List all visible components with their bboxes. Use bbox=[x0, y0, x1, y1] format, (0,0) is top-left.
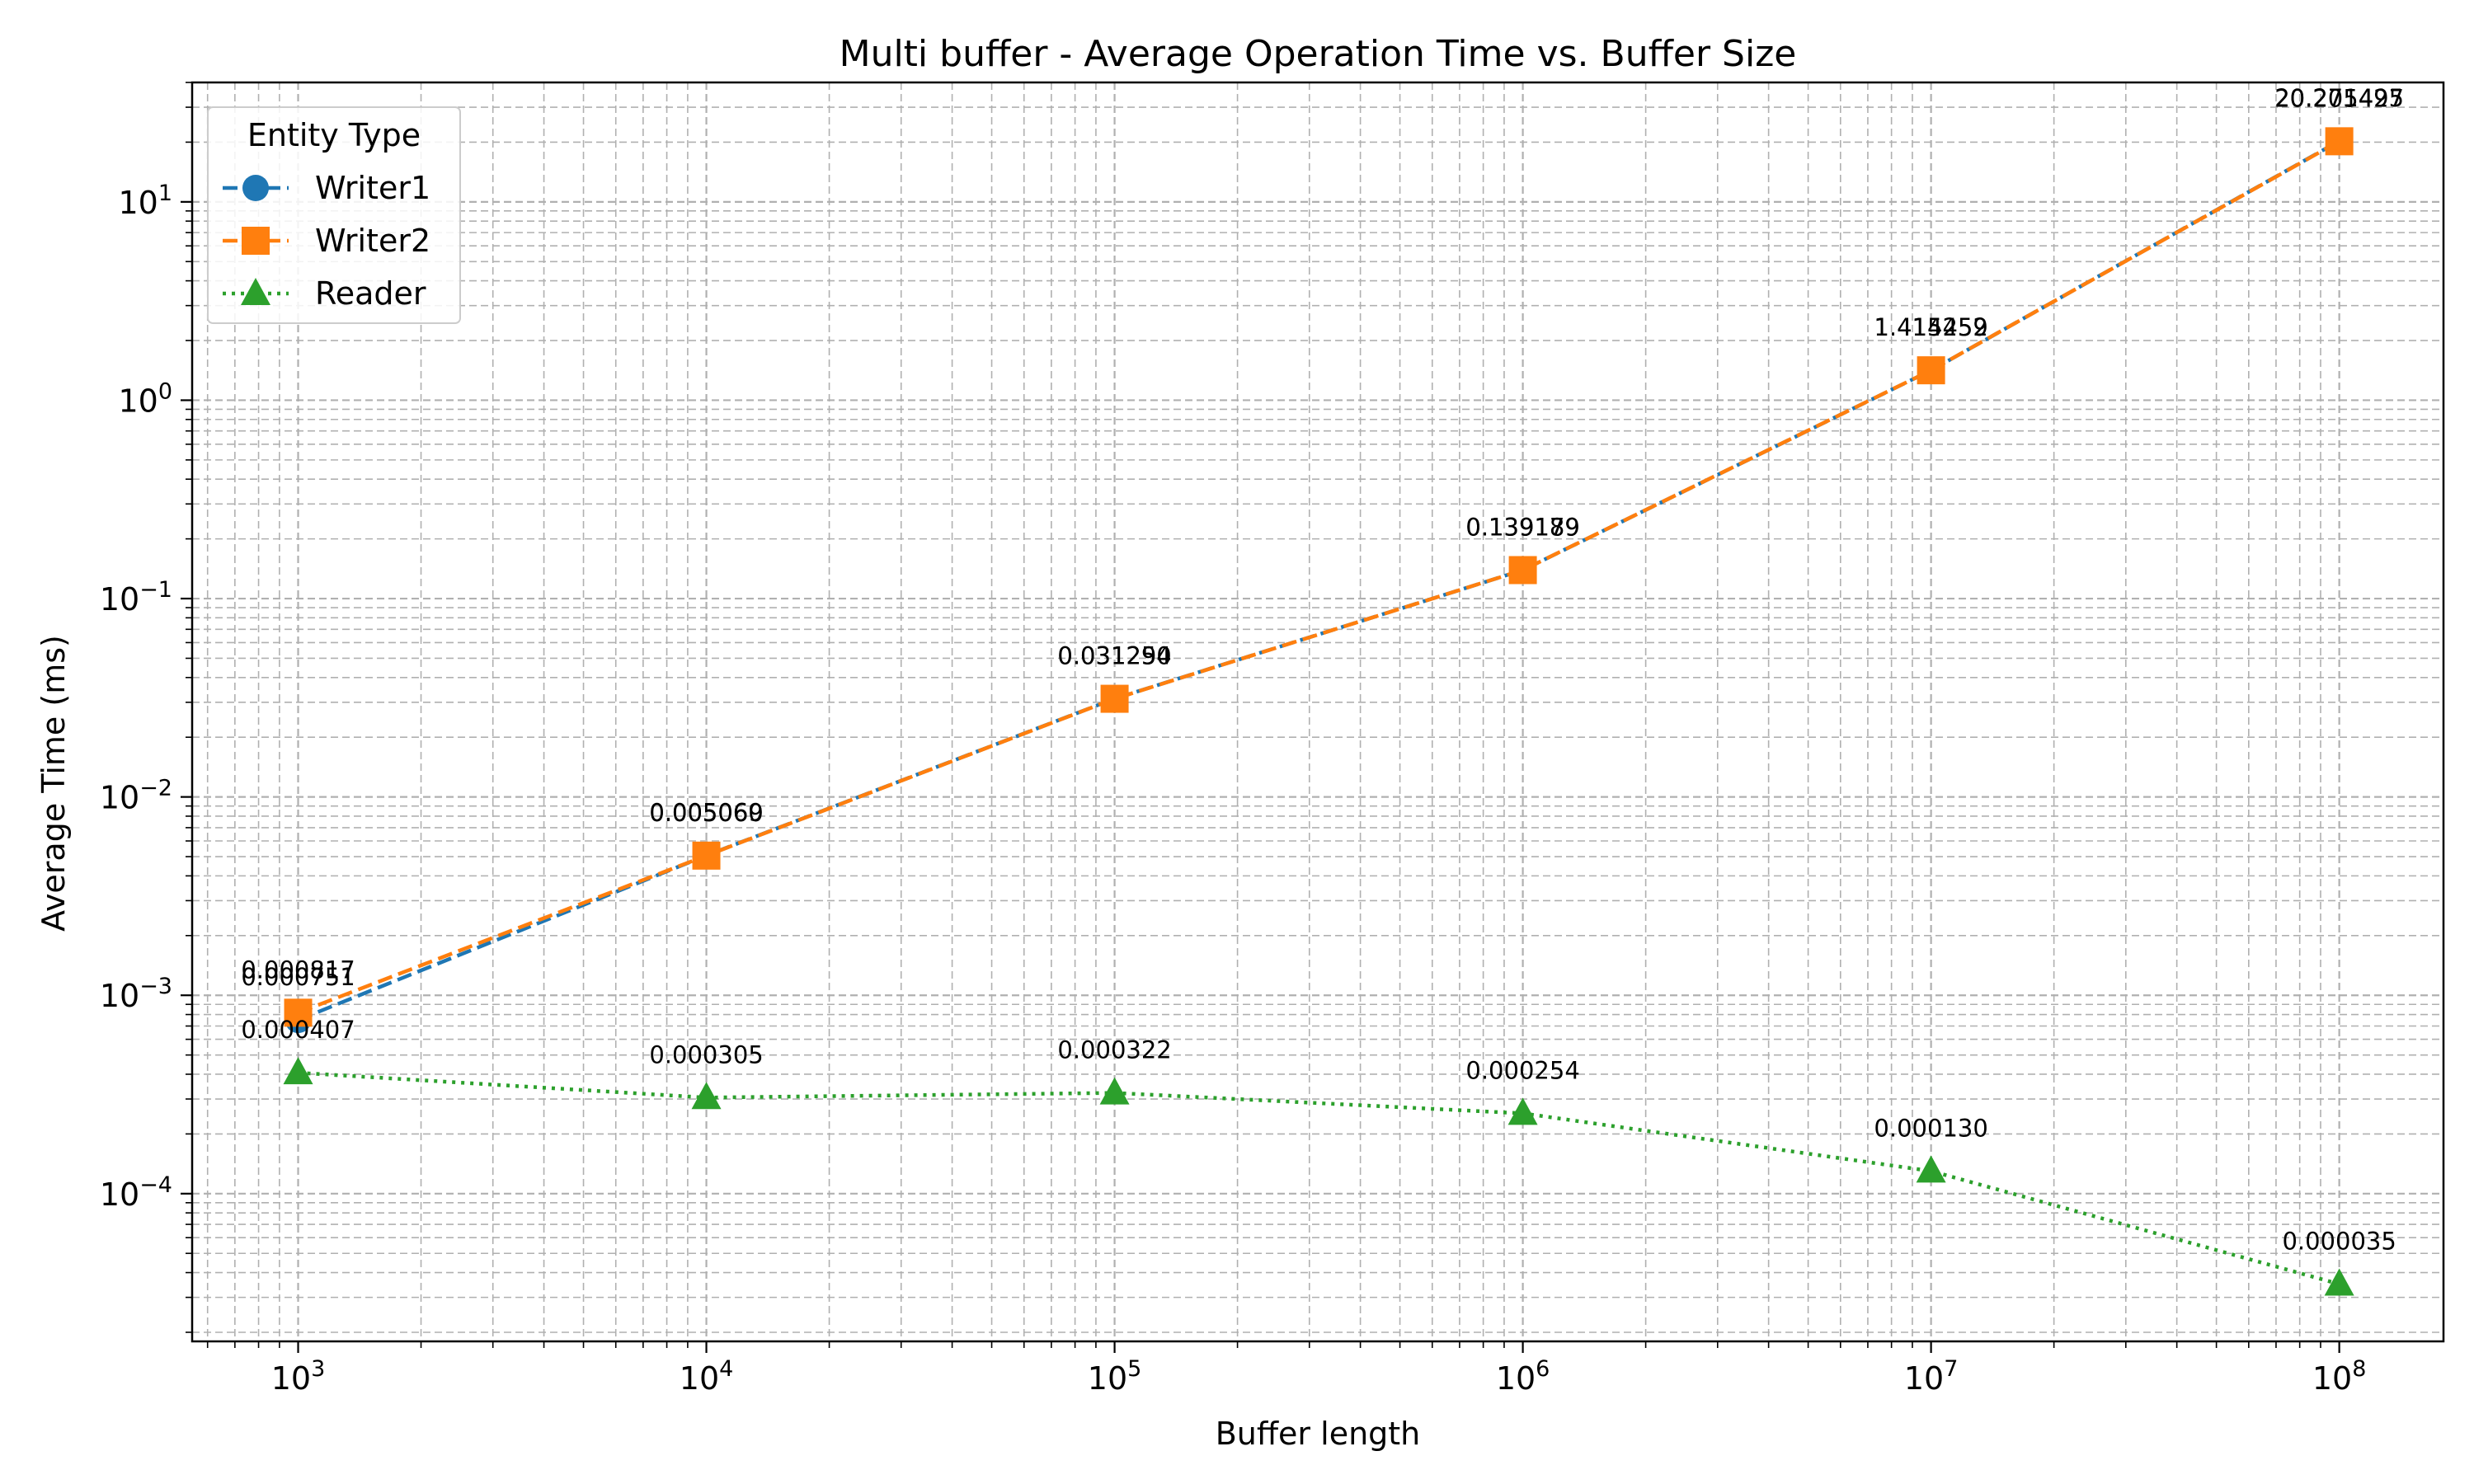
y-tick-label-exponent: −4 bbox=[139, 1172, 172, 1198]
series-line-writer2 bbox=[297, 139, 2340, 1015]
x-tick-label-exponent: 6 bbox=[1536, 1356, 1550, 1382]
data-point-reader bbox=[2324, 1268, 2354, 1296]
x-tick-label: 108 bbox=[2312, 1356, 2367, 1397]
data-label-writer2: 1.415459 bbox=[1874, 313, 1987, 341]
x-tick-label-base: 10 bbox=[2312, 1360, 2352, 1397]
x-tick-label: 105 bbox=[1088, 1356, 1142, 1397]
x-axis-label: Buffer length bbox=[1216, 1416, 1421, 1452]
data-label-writer1: 20.271495 bbox=[2274, 84, 2404, 112]
x-tick-label-exponent: 5 bbox=[1127, 1356, 1141, 1382]
data-point-reader bbox=[1099, 1077, 1130, 1105]
y-tick-label: 10−1 bbox=[100, 577, 172, 618]
data-label-writer2: 20.205427 bbox=[2274, 84, 2404, 112]
y-tick-label: 10−4 bbox=[100, 1172, 172, 1213]
y-tick-label-base: 10 bbox=[100, 978, 139, 1014]
data-point-writer2 bbox=[1508, 556, 1537, 585]
legend-marker-reader bbox=[241, 278, 270, 305]
legend: Entity Type Writer1 Writer2 Reader bbox=[207, 106, 461, 324]
legend-box bbox=[207, 106, 461, 324]
data-label-writer1: 0.005069 bbox=[649, 799, 763, 827]
y-axis-label: Average Time (ms) bbox=[35, 635, 72, 932]
data-point-writer2 bbox=[692, 841, 721, 870]
y-tick-label-base: 10 bbox=[100, 1176, 139, 1213]
data-label-writer1: 0.139179 bbox=[1465, 513, 1579, 541]
y-tick-label: 101 bbox=[118, 181, 172, 221]
data-point-writer2 bbox=[1917, 356, 1945, 385]
y-tick-label-base: 10 bbox=[100, 581, 139, 618]
y-tick-label: 10−2 bbox=[100, 776, 172, 816]
legend-label-writer1: Writer1 bbox=[315, 170, 430, 206]
data-label-writer1: 1.414252 bbox=[1874, 313, 1987, 341]
data-point-writer2 bbox=[284, 998, 313, 1027]
data-point-reader bbox=[691, 1082, 722, 1110]
data-label-reader: 0.000130 bbox=[1874, 1114, 1987, 1142]
y-tick-label-exponent: −1 bbox=[139, 577, 172, 603]
x-tick-label-base: 10 bbox=[1496, 1360, 1536, 1397]
series-line-writer1 bbox=[297, 139, 2340, 1022]
data-point-reader bbox=[1916, 1155, 1946, 1183]
data-label-reader: 0.000407 bbox=[241, 1016, 355, 1044]
data-point-reader bbox=[1507, 1097, 1538, 1125]
data-labels: 0.000751 0.005069 0.031294 0.139179 1.414252… bbox=[241, 84, 2404, 1256]
data-point-writer2 bbox=[1100, 684, 1129, 713]
x-tick-label-exponent: 4 bbox=[719, 1356, 733, 1382]
data-label-writer2: 0.139189 bbox=[1465, 513, 1579, 541]
chart-title: Multi buffer - Average Operation Time vs… bbox=[840, 33, 1797, 75]
legend-marker-writer1 bbox=[242, 175, 269, 201]
legend-title: Entity Type bbox=[247, 117, 421, 153]
x-tick-label-base: 10 bbox=[271, 1360, 311, 1397]
x-tick-label-base: 10 bbox=[1088, 1360, 1127, 1397]
y-tick-label-base: 10 bbox=[118, 185, 158, 221]
data-label-reader: 0.000254 bbox=[1465, 1056, 1579, 1084]
series-layer bbox=[283, 127, 2354, 1296]
data-label-writer1: 0.031294 bbox=[1057, 641, 1171, 669]
x-tick-label: 106 bbox=[1496, 1356, 1550, 1397]
data-label-writer2: 0.000817 bbox=[241, 956, 355, 984]
data-label-writer1: 0.000751 bbox=[241, 963, 355, 991]
y-tick-label-exponent: 1 bbox=[158, 181, 172, 206]
data-label-writer2: 0.031250 bbox=[1057, 642, 1171, 670]
legend-label-writer2: Writer2 bbox=[315, 223, 430, 259]
data-point-writer2 bbox=[2325, 127, 2354, 156]
x-tick-label-base: 10 bbox=[680, 1360, 719, 1397]
x-tick-label-exponent: 7 bbox=[1944, 1356, 1958, 1382]
x-tick-label: 107 bbox=[1904, 1356, 1959, 1397]
x-tick-label: 104 bbox=[680, 1356, 734, 1397]
x-tick-label-exponent: 8 bbox=[2352, 1356, 2366, 1382]
legend-label-reader: Reader bbox=[315, 275, 426, 312]
legend-marker-writer2 bbox=[242, 227, 270, 255]
data-point-reader bbox=[283, 1057, 313, 1085]
y-tick-label-exponent: −3 bbox=[139, 974, 172, 999]
y-tick-label-exponent: 0 bbox=[158, 378, 172, 404]
data-label-reader: 0.000035 bbox=[2282, 1228, 2396, 1256]
x-tick-label-exponent: 3 bbox=[311, 1356, 325, 1382]
x-tick-label-base: 10 bbox=[1904, 1360, 1944, 1397]
y-tick-label-base: 10 bbox=[100, 780, 139, 816]
y-tick-label-base: 10 bbox=[118, 383, 158, 419]
data-label-reader: 0.000305 bbox=[649, 1040, 763, 1068]
data-label-reader: 0.000322 bbox=[1057, 1036, 1171, 1064]
y-tick-label: 100 bbox=[118, 378, 172, 419]
y-tick-label-exponent: −2 bbox=[139, 776, 172, 801]
y-tick-label: 10−3 bbox=[100, 974, 172, 1014]
x-tick-label: 103 bbox=[271, 1356, 326, 1397]
x-axis: 103 104 105 106 107 108 bbox=[206, 1341, 2367, 1397]
data-label-writer2: 0.005060 bbox=[649, 799, 763, 827]
plot-frame bbox=[190, 81, 2445, 1343]
